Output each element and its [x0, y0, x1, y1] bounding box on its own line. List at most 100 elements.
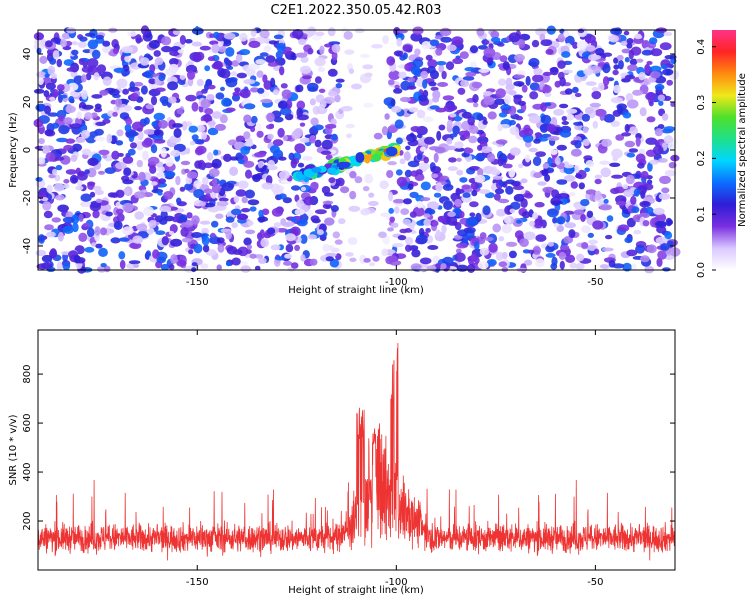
heatmap-cell [456, 157, 462, 162]
heatmap-cell [102, 40, 111, 47]
heatmap-cell [172, 216, 179, 223]
heatmap-cell [661, 113, 669, 121]
heatmap-cell [300, 186, 307, 192]
heatmap-cell [407, 77, 416, 83]
heatmap-cell [270, 183, 281, 194]
heatmap-cell [418, 161, 430, 171]
heatmap-cell [477, 167, 484, 177]
heatmap-cell [185, 94, 197, 102]
heatmap-cell [437, 82, 449, 87]
heatmap-cell [520, 178, 528, 184]
heatmap-cell [387, 161, 397, 166]
heatmap-cell [454, 147, 465, 152]
heatmap-cell [315, 31, 325, 36]
heatmap-cell [422, 79, 428, 89]
heatmap-cell [254, 151, 266, 158]
heatmap-cell [419, 257, 432, 265]
heatmap-cell [556, 225, 564, 232]
heatmap-cell [449, 113, 457, 118]
heatmap-cell [294, 208, 305, 216]
heatmap-cell [529, 91, 539, 100]
heatmap-cell [448, 104, 458, 111]
heatmap-cell [599, 203, 611, 211]
heatmap-cell [207, 127, 219, 136]
heatmap-cell [639, 200, 651, 208]
heatmap-cell [169, 50, 180, 57]
heatmap-cell [61, 251, 71, 256]
heatmap-cell [216, 237, 225, 244]
heatmap-cell [539, 123, 549, 133]
heatmap-cell [51, 122, 60, 129]
heatmap-cell [239, 260, 249, 266]
heatmap-cell [202, 113, 212, 122]
heatmap-cell [402, 218, 411, 225]
heatmap-cell [159, 218, 168, 225]
heatmap-cell [241, 196, 248, 204]
heatmap-cell [261, 182, 274, 190]
heatmap-cell [391, 105, 402, 113]
heatmap-cell [300, 56, 309, 63]
heatmap-cell [363, 258, 371, 263]
heatmap-cell [626, 38, 634, 44]
heatmap-cell [65, 169, 77, 175]
heatmap-cell [542, 162, 550, 169]
heatmap-cell [416, 109, 426, 119]
heatmap-cell [129, 81, 135, 90]
heatmap-cell [191, 262, 198, 267]
heatmap-cell [495, 139, 508, 145]
heatmap-cell [331, 43, 341, 53]
heatmap-cell [540, 102, 547, 112]
heatmap-cell [239, 49, 251, 56]
heatmap-cell [423, 156, 430, 164]
heatmap-cell [41, 262, 52, 269]
heatmap-cell [176, 108, 184, 115]
heatmap-cell [461, 184, 471, 190]
heatmap-cell [115, 161, 127, 170]
heatmap-cell [408, 107, 419, 113]
heatmap-cell [196, 124, 206, 133]
heatmap-cell [477, 261, 489, 269]
heatmap-cell [300, 254, 306, 262]
heatmap-cell [545, 48, 554, 55]
heatmap-cell [66, 67, 76, 72]
heatmap-cell [525, 75, 531, 86]
heatmap-cell [127, 31, 138, 37]
snr-x-axis-label: Height of straight line (km) [288, 585, 424, 596]
heatmap-cell [119, 259, 126, 270]
heatmap-cell [667, 240, 674, 247]
heatmap-cell [557, 60, 566, 69]
heatmap-cell [62, 216, 75, 224]
heatmap-cell [52, 168, 58, 176]
heatmap-cell [143, 117, 150, 125]
heatmap-cell [188, 125, 198, 133]
heatmap-cell [87, 181, 96, 187]
heatmap-cell [325, 123, 337, 129]
heatmap-cell [122, 88, 129, 95]
heatmap-cell [563, 175, 576, 182]
heatmap-cell [582, 138, 590, 147]
heatmap-cell [626, 99, 639, 109]
heatmap-cell [564, 88, 573, 95]
heatmap-cell [78, 213, 84, 222]
heatmap-cell [130, 92, 139, 102]
heatmap-cell [416, 220, 426, 226]
heatmap-cell [573, 209, 585, 215]
heatmap-cell [68, 96, 75, 103]
heatmap-cell [115, 140, 124, 146]
heatmap-cell [259, 229, 265, 239]
heatmap-cell [550, 66, 559, 76]
heatmap-cell [95, 34, 104, 40]
heatmap-cell [95, 243, 103, 249]
snr-y-ticks: 200 400 600 800 [22, 365, 675, 531]
heatmap-cell [546, 124, 557, 133]
heatmap-cell [616, 54, 624, 61]
heatmap-cell [378, 231, 387, 239]
heatmap-cell [561, 51, 571, 58]
heatmap-cell [199, 201, 206, 207]
heatmap-cell [71, 49, 79, 56]
heatmap-cell [200, 263, 209, 269]
heatmap-cell [291, 130, 301, 140]
heatmap-cell [96, 64, 107, 74]
heatmap-cell [471, 189, 478, 197]
heatmap-cell [606, 215, 614, 222]
